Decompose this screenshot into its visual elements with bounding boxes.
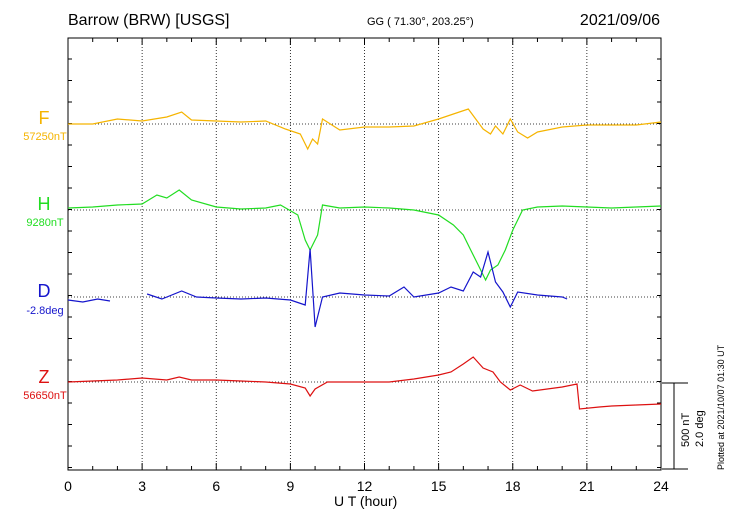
scale-deg-label: 2.0 deg	[694, 410, 706, 447]
component-baseline-z: 56650nT	[23, 390, 67, 402]
x-tick-label: 3	[138, 478, 147, 494]
x-tick-label: 21	[579, 478, 595, 494]
x-tick-label: 12	[356, 478, 373, 494]
series-f-line	[68, 108, 662, 151]
chart-title: Barrow (BRW) [USGS]	[68, 12, 230, 29]
x-tick-label: 9	[286, 478, 295, 494]
chart-date: 2021/09/06	[579, 12, 660, 29]
component-name-h: H	[37, 194, 51, 214]
component-baseline-f: 57250nT	[23, 131, 67, 143]
series-d-line	[67, 248, 568, 328]
x-tick-label: 0	[64, 478, 72, 494]
x-tick-label: 18	[504, 478, 521, 494]
x-tick-label: 24	[653, 478, 669, 494]
component-name-f: F	[38, 108, 50, 128]
scale-nt-label: 500 nT	[680, 412, 692, 447]
series-z-line	[67, 356, 662, 410]
station-coordinates: GG ( 71.30°, 203.25°)	[367, 16, 474, 28]
x-tick-label: 15	[430, 478, 447, 494]
plotted-timestamp: Plotted at 2021/10/07 01:30 UT	[716, 344, 726, 470]
series-h-line	[67, 189, 662, 282]
x-tick-label: 6	[212, 478, 221, 494]
component-name-d: D	[37, 281, 51, 301]
x-axis-label: U T (hour)	[334, 493, 398, 509]
component-name-z: Z	[38, 367, 50, 387]
component-baseline-d: -2.8deg	[26, 305, 64, 317]
component-baseline-h: 9280nT	[26, 217, 64, 229]
